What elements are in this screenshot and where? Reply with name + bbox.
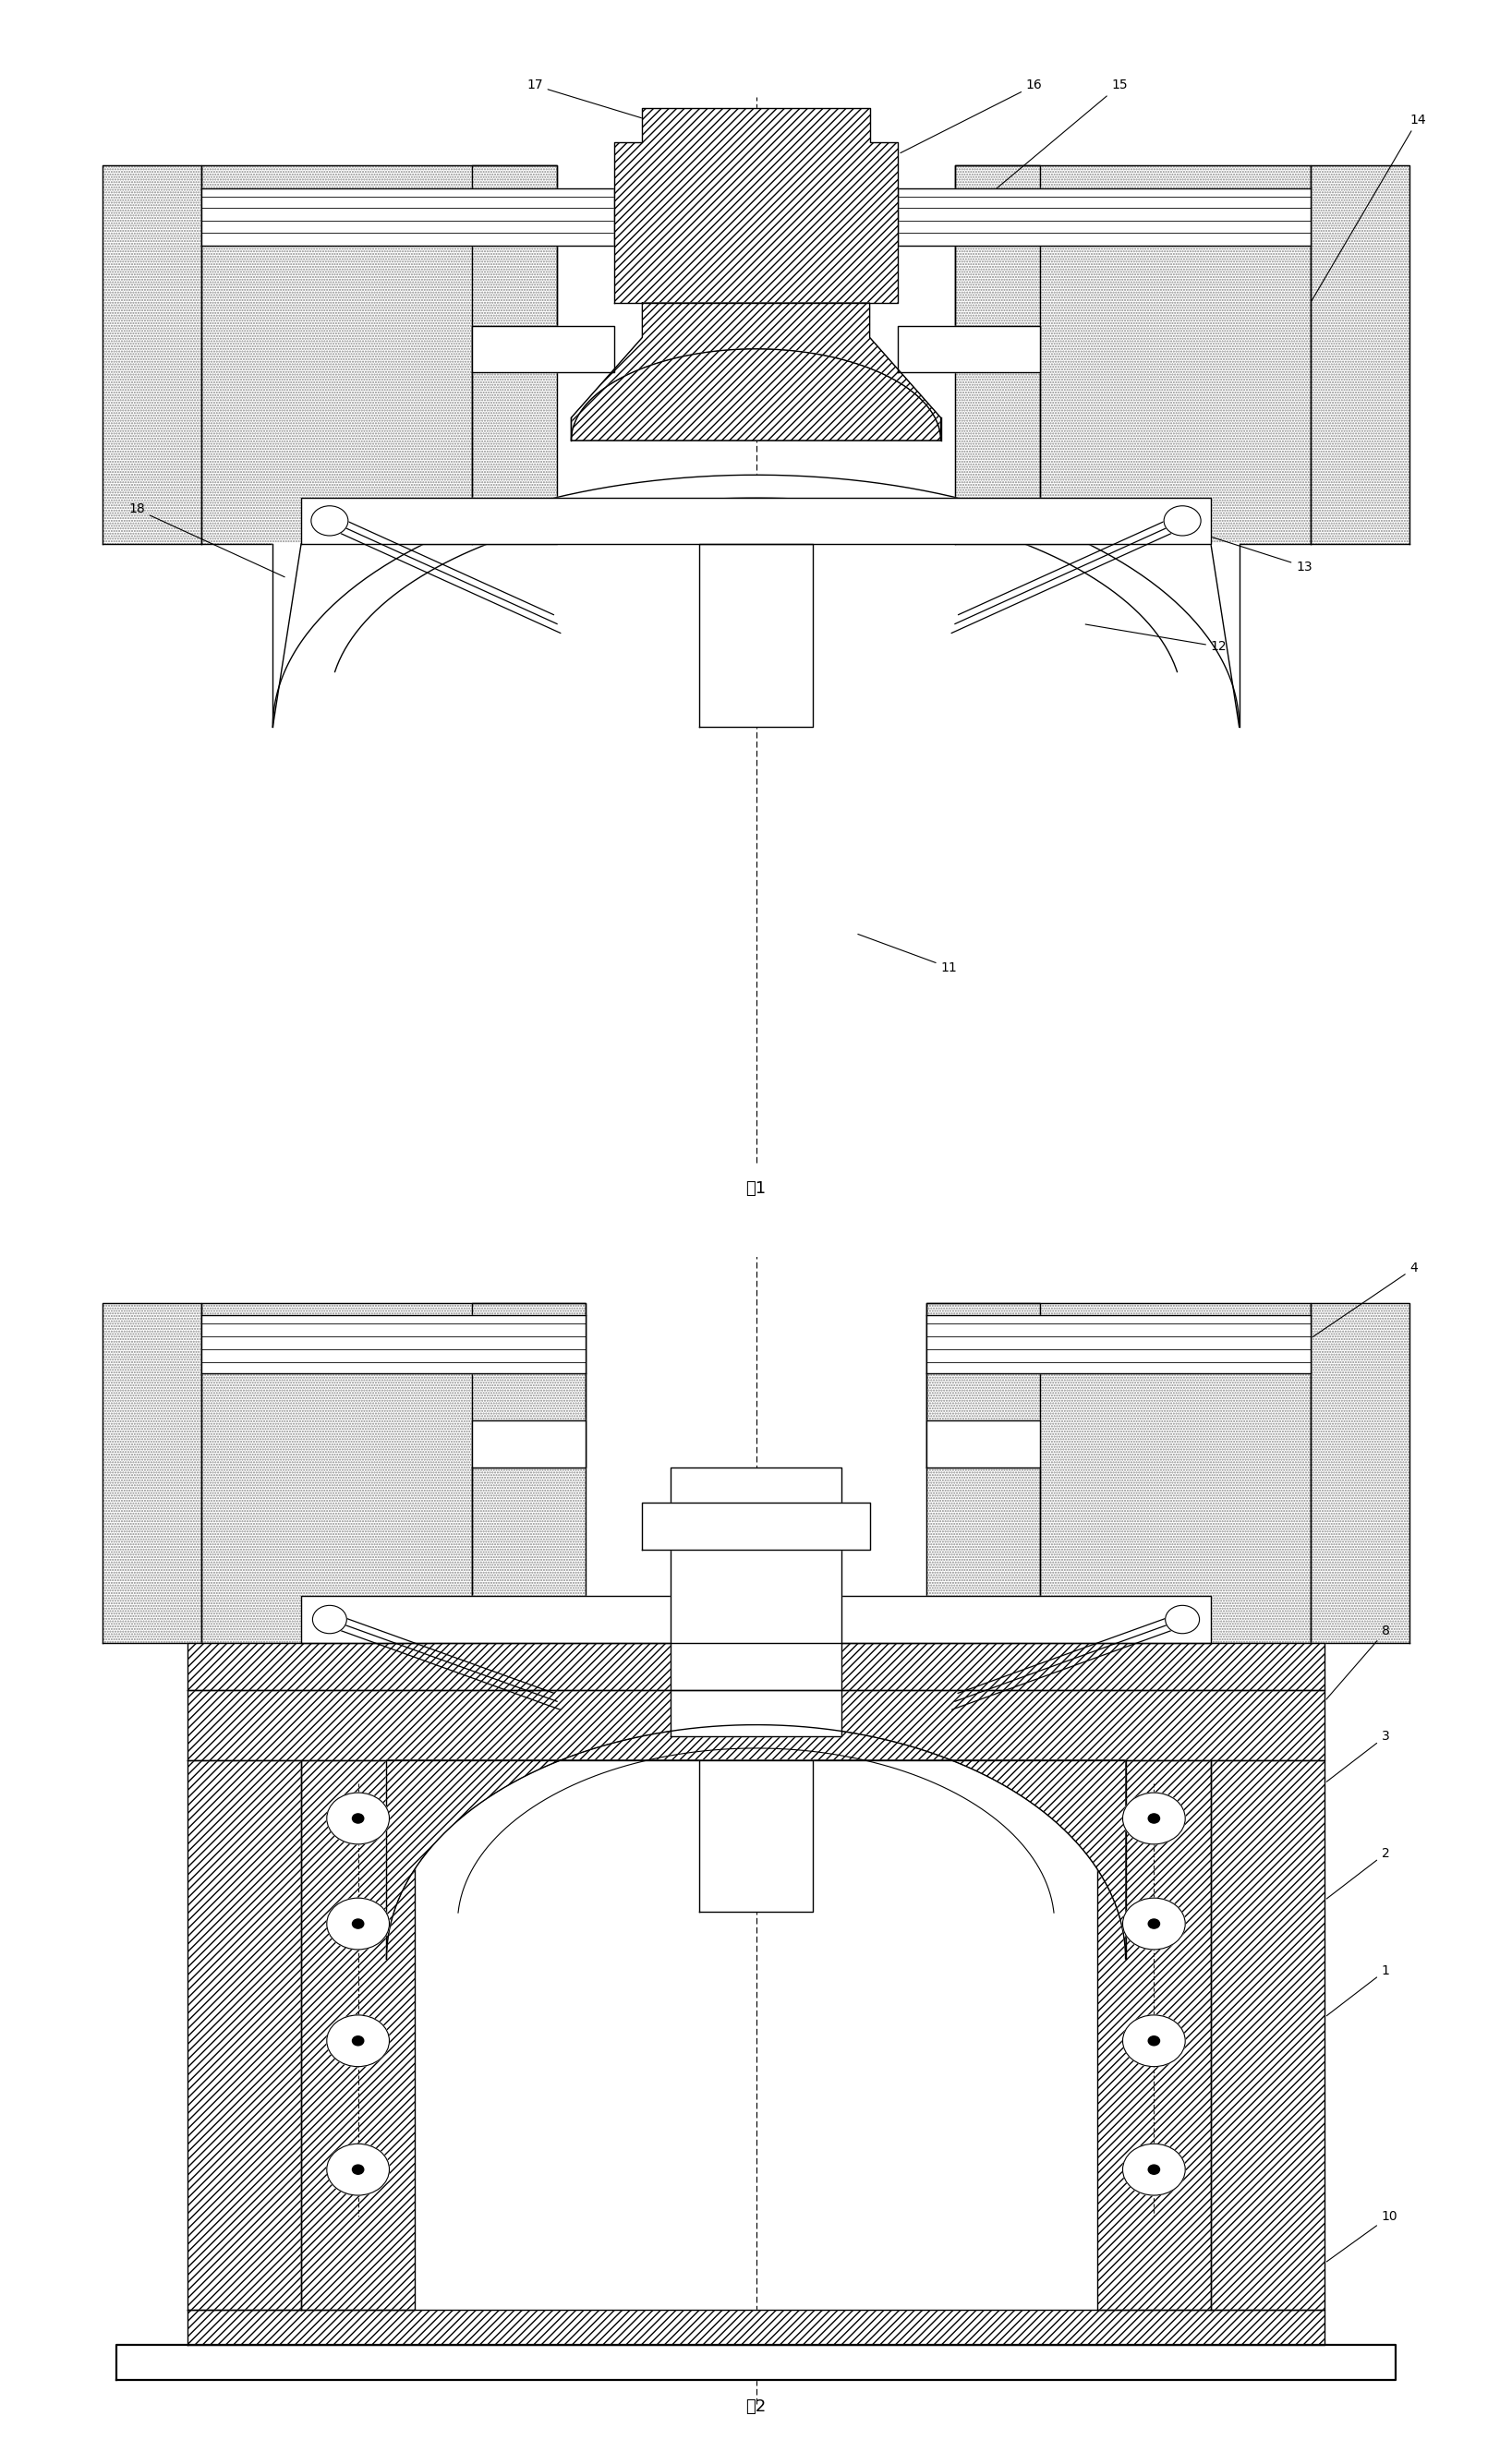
Polygon shape [187, 1643, 1325, 1690]
Circle shape [1148, 1919, 1160, 1929]
Circle shape [1123, 2016, 1185, 2067]
Polygon shape [1311, 1303, 1409, 1643]
Text: 9: 9 [1114, 2316, 1219, 2356]
Text: 3: 3 [1326, 1730, 1390, 1781]
Text: 14: 14 [1311, 113, 1426, 301]
Polygon shape [187, 1759, 301, 2311]
Circle shape [1148, 2166, 1160, 2173]
Polygon shape [472, 1303, 585, 1643]
Polygon shape [103, 1303, 201, 1643]
Polygon shape [927, 1419, 1040, 1469]
Circle shape [1148, 1814, 1160, 1823]
Polygon shape [898, 190, 1311, 246]
Text: 1: 1 [1326, 1964, 1390, 2016]
Polygon shape [116, 2346, 1396, 2380]
Polygon shape [272, 476, 1240, 727]
Polygon shape [614, 108, 898, 303]
Polygon shape [301, 1759, 414, 2311]
Circle shape [1148, 2035, 1160, 2045]
Circle shape [352, 2035, 364, 2045]
Circle shape [352, 1814, 364, 1823]
Polygon shape [201, 1303, 585, 1643]
Text: 12: 12 [1086, 623, 1228, 653]
Circle shape [327, 2144, 389, 2195]
Text: 10: 10 [1326, 2210, 1397, 2262]
Text: 2: 2 [1326, 1848, 1390, 1900]
Text: 图1: 图1 [745, 1180, 767, 1198]
Text: 8: 8 [1326, 1624, 1390, 1700]
Polygon shape [301, 1597, 1211, 1643]
Polygon shape [201, 1316, 585, 1375]
Polygon shape [927, 1303, 1040, 1643]
Circle shape [1164, 505, 1201, 535]
Text: 13: 13 [1199, 532, 1312, 574]
Circle shape [352, 1919, 364, 1929]
Polygon shape [472, 1419, 585, 1469]
Polygon shape [956, 165, 1040, 545]
Circle shape [327, 1794, 389, 1843]
Text: 18: 18 [129, 503, 284, 577]
Circle shape [311, 505, 348, 535]
Polygon shape [671, 1469, 841, 1737]
Polygon shape [699, 545, 813, 727]
Text: 图2: 图2 [745, 2400, 767, 2415]
Polygon shape [103, 165, 201, 545]
Polygon shape [956, 165, 1311, 545]
Polygon shape [927, 1316, 1311, 1375]
Polygon shape [572, 350, 940, 441]
Text: 15: 15 [971, 79, 1128, 209]
Polygon shape [201, 190, 614, 246]
Polygon shape [472, 325, 614, 372]
Polygon shape [201, 165, 556, 545]
Polygon shape [572, 303, 940, 441]
Polygon shape [927, 1303, 1311, 1643]
Circle shape [1123, 1794, 1185, 1843]
Polygon shape [187, 1690, 1325, 1759]
Polygon shape [301, 498, 1211, 545]
Circle shape [1123, 2144, 1185, 2195]
Polygon shape [1211, 1759, 1325, 2311]
Circle shape [313, 1607, 346, 1634]
Text: 4: 4 [1312, 1262, 1418, 1338]
Polygon shape [898, 325, 1040, 372]
Circle shape [352, 2166, 364, 2173]
Polygon shape [387, 1725, 1125, 1959]
Circle shape [327, 1897, 389, 1949]
Text: 16: 16 [901, 79, 1042, 153]
Polygon shape [643, 1503, 869, 1550]
Circle shape [1123, 1897, 1185, 1949]
Polygon shape [187, 2311, 1325, 2346]
Circle shape [327, 2016, 389, 2067]
Polygon shape [1098, 1759, 1211, 2311]
Text: 11: 11 [857, 934, 957, 973]
Polygon shape [1311, 165, 1409, 545]
Polygon shape [472, 165, 556, 545]
Polygon shape [699, 1759, 813, 1912]
Circle shape [1166, 1607, 1199, 1634]
Text: 17: 17 [526, 79, 682, 131]
